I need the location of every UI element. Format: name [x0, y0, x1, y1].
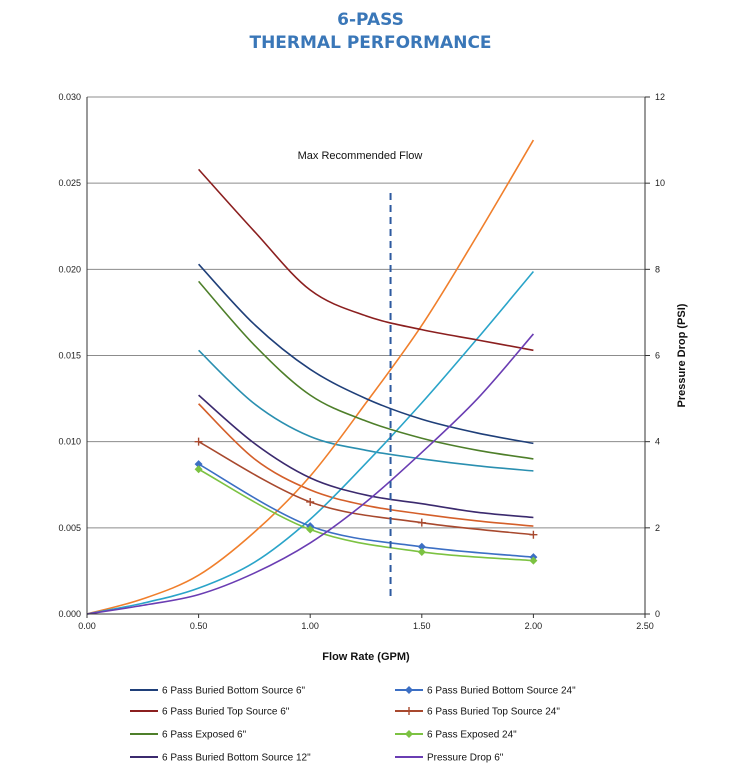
series-line-2	[198, 168, 534, 352]
unlabeled-series-line-2	[86, 139, 535, 615]
legend: 6 Pass Buried Bottom Source 6" 6 Pass Bur…	[130, 686, 576, 764]
chart-title-line-2: THERMAL PERFORMANCE	[249, 33, 492, 53]
x-tick-label: 2.50	[636, 621, 654, 631]
y-tick-label: 0.010	[58, 437, 81, 447]
y2-axis-title: Pressure Drop (PSI)	[676, 303, 688, 407]
y2-tick-label: 0	[655, 609, 660, 619]
legend-marker	[405, 686, 413, 694]
series-line-4	[197, 280, 534, 460]
y2-tick-label: 8	[655, 264, 660, 274]
unlabeled-series-line-1	[198, 403, 534, 527]
annotation-layer: Max Recommended Flow	[298, 150, 423, 597]
series-point	[194, 460, 203, 469]
x-tick-label: 2.00	[525, 621, 543, 631]
series-point	[417, 542, 426, 551]
y-tick-label: 0.005	[58, 523, 81, 533]
series-point	[194, 437, 203, 446]
y-tick-label: 0.025	[58, 178, 81, 188]
series-line-1	[198, 463, 534, 558]
x-tick-label: 0.50	[190, 621, 208, 631]
series-point	[529, 530, 538, 539]
unlabeled-series-line-0	[198, 349, 534, 472]
legend-marker	[405, 730, 413, 738]
legend-label: 6 Pass Buried Bottom Source 24"	[427, 686, 576, 697]
y2-tick-label: 4	[655, 437, 660, 447]
y2-tick-label: 12	[655, 92, 665, 102]
axes: 0.000 0.005 0.010 0.015 0.020 0.025 0.030 0 2 4 6 8…	[58, 92, 688, 663]
series-line-7	[86, 333, 535, 615]
series-point	[529, 556, 538, 565]
legend-label: 6 Pass Buried Bottom Source 12"	[162, 753, 311, 764]
series-line-5	[198, 468, 534, 562]
series-point	[306, 497, 315, 506]
grid-lines	[87, 96, 645, 615]
series-layer	[86, 139, 538, 615]
series-point	[417, 518, 426, 527]
y-tick-label: 0.030	[58, 92, 81, 102]
y2-tick-label: 6	[655, 351, 660, 361]
legend-label: Pressure Drop 6"	[427, 753, 504, 764]
x-tick-label: 1.50	[413, 621, 431, 631]
max-flow-label: Max Recommended Flow	[298, 150, 423, 162]
legend-label: 6 Pass Exposed 24"	[427, 730, 517, 741]
series-line-3	[198, 440, 534, 536]
x-axis-title: Flow Rate (GPM)	[322, 651, 410, 663]
legend-marker	[405, 707, 413, 715]
legend-label: 6 Pass Exposed 6"	[162, 730, 247, 741]
legend-label: 6 Pass Buried Top Source 24"	[427, 707, 560, 718]
x-tick-label: 1.00	[301, 621, 319, 631]
legend-label: 6 Pass Buried Bottom Source 6"	[162, 686, 306, 697]
series-point	[417, 547, 426, 556]
y2-tick-label: 10	[655, 178, 665, 188]
y-tick-label: 0.015	[58, 351, 81, 361]
x-tick-label: 0.00	[78, 621, 96, 631]
legend-label: 6 Pass Buried Top Source 6"	[162, 707, 290, 718]
series-point	[306, 525, 315, 534]
unlabeled-series-line-3	[86, 270, 535, 615]
series-line-6	[198, 394, 534, 519]
chart-title-line-1: 6-PASS	[337, 10, 404, 30]
series-point	[194, 465, 203, 474]
series-line-0	[198, 263, 534, 445]
y2-tick-label: 2	[655, 523, 660, 533]
y-tick-label: 0.020	[58, 264, 81, 274]
y-tick-label: 0.000	[58, 609, 81, 619]
